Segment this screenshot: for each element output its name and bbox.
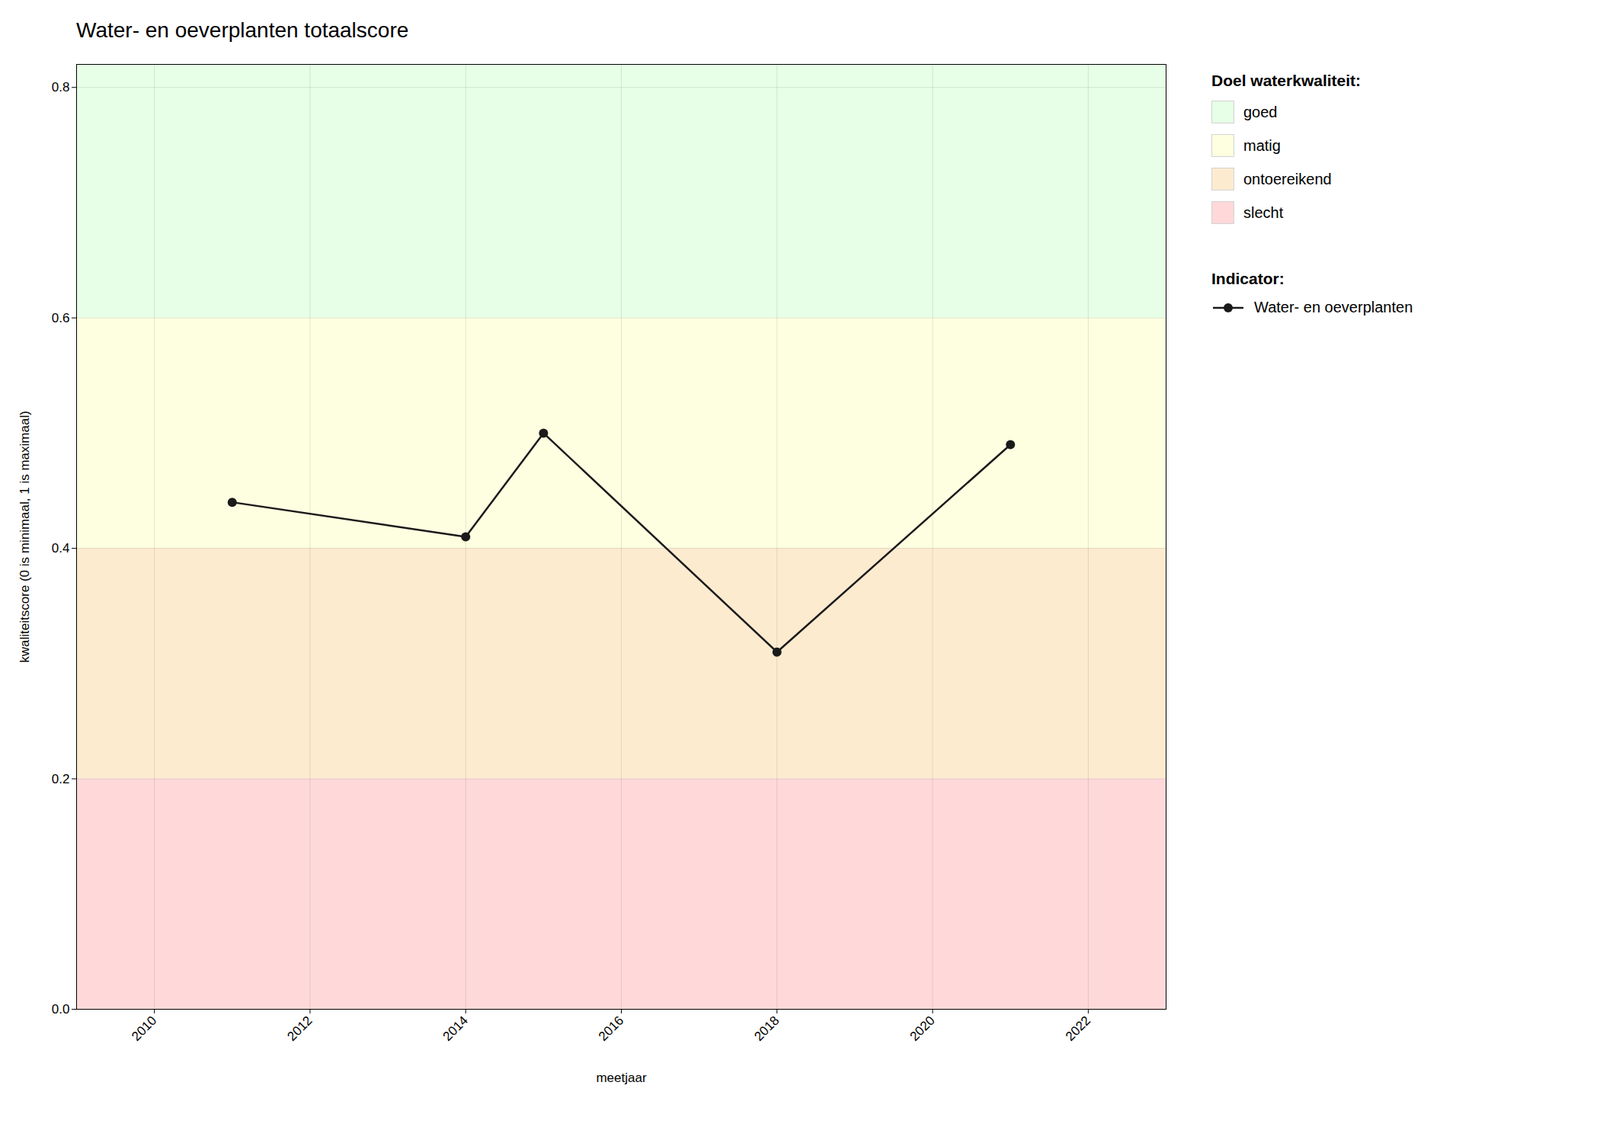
svg-text:0.0: 0.0 [51,1001,71,1017]
html-text:matig: matig [1243,136,1281,154]
svg-text:2012: 2012 [284,1013,315,1044]
svg-text:0.4: 0.4 [51,540,71,556]
svg-text:2018: 2018 [751,1013,782,1044]
svg-text:2010: 2010 [128,1013,160,1044]
svg-text:2016: 2016 [595,1013,627,1044]
html-text:slecht: slecht [1243,203,1284,221]
svg-text:0.6: 0.6 [51,310,71,326]
svg-text:0.2: 0.2 [51,771,71,787]
svg-text:0.8: 0.8 [51,80,71,95]
html-text:ontoereikend: ontoereikend [1243,170,1332,188]
html-text:Water- en oeverplanten: Water- en oeverplanten [1254,298,1413,316]
svg-text:kwaliteitscore (0 is minimaal,: kwaliteitscore (0 is minimaal, 1 is maxi… [17,410,32,663]
svg-text:meetjaar: meetjaar [595,1070,647,1085]
svg-text:2020: 2020 [907,1013,938,1044]
svg-text:2014: 2014 [440,1013,471,1044]
svg-text:2022: 2022 [1062,1013,1094,1044]
html-text:Water- en oeverplanten totaals: Water- en oeverplanten totaalscore [76,18,409,42]
html-text:Indicator:: Indicator: [1211,269,1285,288]
html-text:goed: goed [1243,103,1278,120]
html-text:Doel waterkwaliteit:: Doel waterkwaliteit: [1211,71,1361,90]
